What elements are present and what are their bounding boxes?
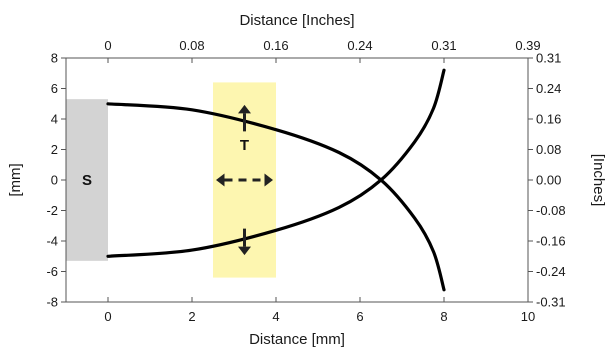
x2-axis-title: Distance [Inches] [239,12,354,29]
y-tick-label: 6 [51,81,58,96]
x-tick-label: 10 [521,309,535,324]
y-tick-label: -8 [46,295,58,310]
x2-tick-label: 0.39 [515,38,540,53]
y-axis-title: [mm] [7,163,24,196]
x-tick-label: 2 [188,309,195,324]
series-line-1 [106,102,446,292]
arrow-right-icon [264,173,273,187]
y2-tick-label: 0.16 [536,112,561,127]
x2-tick-label: 0.24 [347,38,372,53]
arrow-left-icon [216,173,225,187]
x2-tick-label: 0.31 [431,38,456,53]
y-tick-label: 8 [51,51,58,66]
region-s-rect [66,99,108,261]
y-tick-label: -4 [46,234,58,249]
y2-tick-label: 0.31 [536,51,561,66]
y-tick-label: -6 [46,264,58,279]
y2-tick-label: -0.16 [536,234,566,249]
y-tick-label: -2 [46,203,58,218]
x2-tick-label: 0.08 [179,38,204,53]
x-axis-title: Distance [mm] [249,331,345,348]
series-line-2 [106,68,446,258]
x2-tick-label: 0.16 [263,38,288,53]
x-tick-label: 0 [104,309,111,324]
x-tick-label: 4 [272,309,279,324]
y-tick-label: 4 [51,112,58,127]
y2-tick-label: -0.08 [536,203,566,218]
y2-tick-label: -0.24 [536,264,566,279]
x2-tick-label: 0 [104,38,111,53]
y2-axis-title: [Inches] [590,154,607,207]
region-s-label: S [82,172,92,189]
y2-tick-label: 0.00 [536,173,561,188]
arrow-down-icon [238,246,251,256]
plot-frame [65,57,529,303]
y2-tick-label: -0.31 [536,295,566,310]
x-tick-label: 6 [356,309,363,324]
region-t-label: T [240,137,249,154]
arrow-up-icon [238,104,251,114]
y-tick-label: 2 [51,142,58,157]
y-tick-label: 0 [51,173,58,188]
x-tick-label: 8 [440,309,447,324]
y2-tick-label: 0.24 [536,81,561,96]
y2-tick-label: 0.08 [536,142,561,157]
